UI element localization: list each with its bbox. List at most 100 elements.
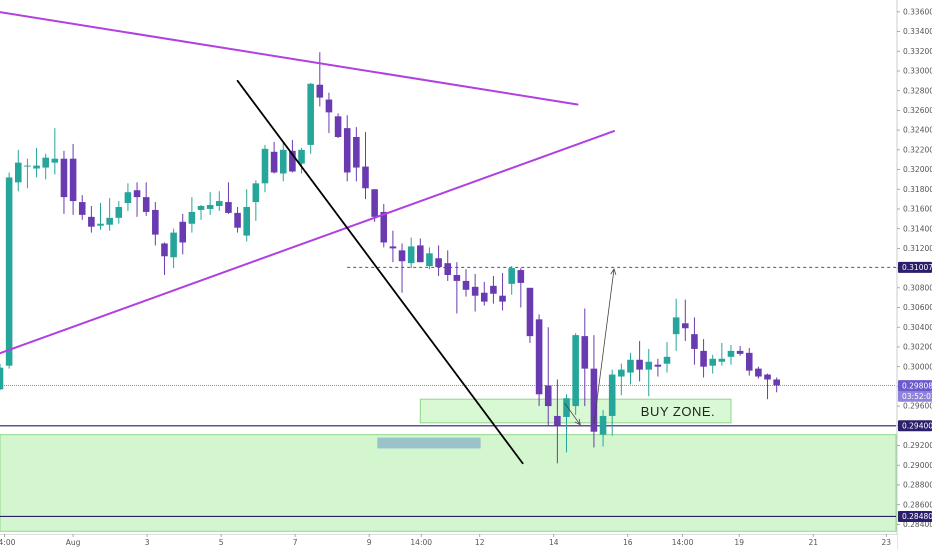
candle-body	[691, 334, 698, 349]
candle-body	[298, 149, 305, 164]
candle-body	[307, 83, 314, 145]
tag-support-upper-bg	[898, 420, 932, 432]
upper-channel-line	[0, 11, 579, 106]
candle-body	[325, 99, 333, 113]
x-tick-label: 19	[734, 538, 744, 547]
candle-body	[508, 268, 515, 284]
candle-body	[426, 253, 433, 267]
x-tick-label: 14:00	[672, 538, 694, 547]
tag-support-upper: 0.29400	[902, 422, 932, 431]
candle-body	[654, 364, 662, 367]
lower-channel-line	[0, 130, 616, 355]
y-tick-label: 0.29000	[903, 461, 932, 470]
candle-body	[764, 374, 771, 380]
candle-body	[42, 157, 49, 168]
candle-body	[371, 189, 378, 217]
candle-body	[78, 202, 86, 215]
x-tick-label: 9	[367, 538, 372, 547]
tag-resistance-bg	[898, 261, 932, 273]
candle-body	[14, 162, 22, 183]
candle-body	[97, 223, 104, 226]
candle-body	[608, 374, 616, 416]
y-tick-label: 0.33200	[903, 47, 932, 56]
candle-body	[700, 350, 707, 367]
candle-body	[407, 246, 415, 264]
y-tick-label: 0.32600	[903, 106, 932, 115]
y-tick-label: 0.30000	[903, 362, 932, 371]
candles-layer	[0, 52, 780, 464]
candle-body	[645, 361, 653, 370]
candle-body	[627, 359, 634, 373]
candle-body	[279, 149, 287, 174]
y-tick-label: 0.30200	[903, 343, 932, 352]
candle-body	[773, 379, 780, 386]
x-tick-label: 16	[623, 538, 633, 547]
candle-body	[289, 150, 296, 172]
y-tick-label: 0.32400	[903, 126, 932, 135]
candle-body	[380, 211, 388, 243]
candle-body	[170, 232, 177, 258]
candle-body	[618, 369, 625, 377]
down-arrow-shaft	[564, 402, 581, 426]
candle-body	[499, 295, 506, 302]
candle-body	[343, 128, 351, 173]
x-tick-label: 12	[475, 538, 485, 547]
large-green-zone	[0, 434, 897, 532]
candle-body	[682, 323, 689, 329]
candle-body	[490, 285, 497, 294]
x-tick-label: 3	[145, 538, 150, 547]
candle-body	[124, 192, 132, 204]
small-blue-box	[377, 437, 481, 449]
price-axis-background	[897, 0, 932, 550]
candle-body	[252, 183, 260, 203]
buy-zone-label: BUY ZONE.	[641, 404, 715, 419]
candle-body	[225, 202, 232, 213]
candle-body	[179, 221, 187, 243]
y-tick-label: 0.30600	[903, 303, 932, 312]
tag-countdown-bg	[898, 390, 932, 402]
candle-body	[672, 317, 680, 335]
y-tick-label: 0.32200	[903, 145, 932, 154]
candle-body	[133, 190, 141, 198]
candle-body	[471, 286, 479, 296]
candle-body	[142, 197, 150, 212]
up-arrow-head	[610, 268, 617, 275]
x-tick-label: 14:00	[410, 538, 432, 547]
y-tick-label: 0.32000	[903, 165, 932, 174]
candle-body	[389, 246, 397, 249]
x-tick-label: 5	[219, 538, 224, 547]
candle-body	[362, 166, 369, 189]
candle-body	[745, 352, 753, 371]
levels-layer	[0, 266, 896, 518]
candle-body	[544, 385, 552, 407]
candle-body	[572, 335, 579, 407]
candle-body	[581, 336, 589, 369]
candle-body	[88, 216, 95, 227]
x-tick-label: 21	[808, 538, 818, 547]
up-arrow-shaft	[593, 269, 615, 424]
candle-body	[188, 211, 196, 224]
candle-body	[526, 287, 534, 337]
candle-body	[33, 165, 40, 169]
x-tick-label: Aug	[66, 538, 81, 547]
tag-resistance: 0.31007	[902, 263, 932, 272]
x-tick-label: 14:00	[0, 538, 16, 547]
downtrend-line	[236, 79, 524, 465]
candle-body	[636, 359, 643, 370]
candle-body	[334, 116, 342, 138]
y-tick-label: 0.31600	[903, 205, 932, 214]
candle-body	[417, 245, 424, 263]
x-tick-label: 7	[293, 538, 298, 547]
tag-support-lower: 0.28480	[902, 512, 932, 521]
y-tick-label: 0.28800	[903, 481, 932, 490]
y-tick-label: 0.29600	[903, 402, 932, 411]
candle-body	[51, 158, 59, 163]
candle-body	[69, 158, 77, 202]
candle-body	[60, 158, 68, 198]
candle-body	[216, 201, 223, 207]
time-axis-background	[0, 534, 897, 550]
tag-countdown: 03:52:03	[902, 392, 932, 401]
